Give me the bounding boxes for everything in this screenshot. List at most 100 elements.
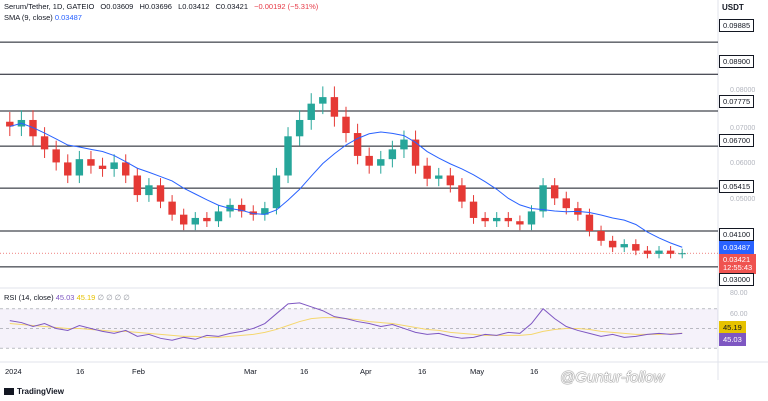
x-axis-label: 16 <box>76 367 85 376</box>
x-axis-label: 2024 <box>5 367 22 376</box>
ohlc-header: Serum/Tether, 1D, GATEIO O0.03609 H0.036… <box>4 2 322 11</box>
low-value: L0.03412 <box>178 2 210 11</box>
price-tick: 0.05000 <box>730 196 756 203</box>
candle-body <box>539 185 547 212</box>
candle-body <box>516 221 524 225</box>
rsi-tick: 60.00 <box>730 311 748 318</box>
candle-body <box>666 250 675 254</box>
sma-value: 0.03487 <box>54 13 82 22</box>
candle-body <box>342 116 350 134</box>
candle-body <box>249 211 257 215</box>
x-axis-label: Mar <box>244 367 257 376</box>
rsi-value-label: 45.03 <box>719 333 746 346</box>
candle-body <box>284 136 292 176</box>
candle-body <box>504 217 513 222</box>
candle-body <box>562 198 570 209</box>
candle-body <box>527 211 536 225</box>
price-level-label: 0.03000 <box>719 273 755 286</box>
rsi-ma-value: 45.19 <box>76 293 96 302</box>
candle-body <box>261 208 269 215</box>
candle-body <box>295 119 304 137</box>
candle-body <box>423 165 431 179</box>
candle-body <box>643 250 652 254</box>
candle-body <box>411 139 420 166</box>
rsi-band <box>0 308 718 349</box>
candle-body <box>156 185 165 202</box>
price-tick: 0.06000 <box>730 160 756 167</box>
candle-body <box>191 217 199 225</box>
price-level-label: 0.06700 <box>719 134 755 147</box>
candle-body <box>214 211 223 222</box>
candle-body <box>632 244 640 251</box>
candle-body <box>87 159 95 166</box>
candle-body <box>435 175 443 179</box>
candle-body <box>237 204 246 212</box>
candle-body <box>122 162 130 176</box>
candle-body <box>6 121 14 127</box>
x-axis-label: May <box>470 367 485 376</box>
candle-body <box>365 155 373 166</box>
x-axis-label: Feb <box>132 367 145 376</box>
candle-body <box>655 250 663 254</box>
symbol-label[interactable]: Serum/Tether, 1D, GATEIO <box>4 2 95 11</box>
candle-body <box>145 185 153 196</box>
current-price-label: 0.03421 12:55:43 <box>719 254 757 274</box>
candle-body <box>446 175 455 186</box>
sma-label: SMA (9, close) <box>4 13 53 22</box>
currency-label[interactable]: USDT <box>722 3 744 12</box>
price-level-label: 0.09885 <box>719 19 755 32</box>
rsi-ma-label: 45.19 <box>719 321 746 334</box>
candle-body <box>481 217 489 222</box>
x-axis-label: 16 <box>300 367 309 376</box>
candle-body <box>168 201 176 215</box>
candle-body <box>98 165 107 169</box>
candle-body <box>608 240 617 248</box>
open-value: O0.03609 <box>100 2 134 11</box>
candle-body <box>353 133 362 156</box>
price-level-label: 0.08900 <box>719 55 755 68</box>
tradingview-logo[interactable]: TradingView <box>4 387 64 396</box>
candle-body <box>203 217 211 222</box>
sma-header[interactable]: SMA (9, close) 0.03487 <box>4 13 82 22</box>
rsi-value: 45.03 <box>55 293 75 302</box>
candle-body <box>377 159 385 166</box>
x-axis-label: 16 <box>530 367 539 376</box>
current-price-value: 0.03421 <box>723 255 751 264</box>
close-value: C0.03421 <box>215 2 248 11</box>
candle-body <box>75 159 84 176</box>
price-level-label: 0.05415 <box>719 180 755 193</box>
candle-body <box>52 149 60 163</box>
x-axis-label: 16 <box>418 367 427 376</box>
sma-price-label: 0.03487 <box>719 241 755 254</box>
price-level-label: 0.07775 <box>719 95 755 108</box>
candle-body <box>400 139 408 150</box>
candle-body <box>388 149 397 160</box>
candle-body <box>133 175 142 196</box>
rsi-extras: ∅ ∅ ∅ ∅ <box>97 293 130 302</box>
rsi-header[interactable]: RSI (14, close) 45.03 45.19 ∅ ∅ ∅ ∅ <box>4 293 130 302</box>
sma-line <box>9 122 683 248</box>
candle-body <box>678 253 686 255</box>
candle-body <box>272 175 281 209</box>
rsi-label: RSI (14, close) <box>4 293 54 302</box>
countdown-timer: 12:55:43 <box>723 263 753 272</box>
candle-body <box>64 162 72 176</box>
candle-body <box>597 231 605 241</box>
candle-body <box>585 214 594 232</box>
candle-body <box>319 97 327 104</box>
candle-body <box>620 244 628 248</box>
rsi-line <box>9 302 683 341</box>
candle-body <box>469 201 478 218</box>
candle-body <box>493 217 501 222</box>
change-value: −0.00192 (−5.31%) <box>254 2 319 11</box>
candle-body <box>307 103 315 120</box>
x-axis-label: Apr <box>360 367 372 376</box>
branding-text: TradingView <box>17 387 64 396</box>
candle-body <box>110 162 118 169</box>
high-value: H0.03696 <box>139 2 172 11</box>
candle-body <box>550 185 559 199</box>
candle-body <box>330 97 339 117</box>
candle-body <box>40 136 49 150</box>
